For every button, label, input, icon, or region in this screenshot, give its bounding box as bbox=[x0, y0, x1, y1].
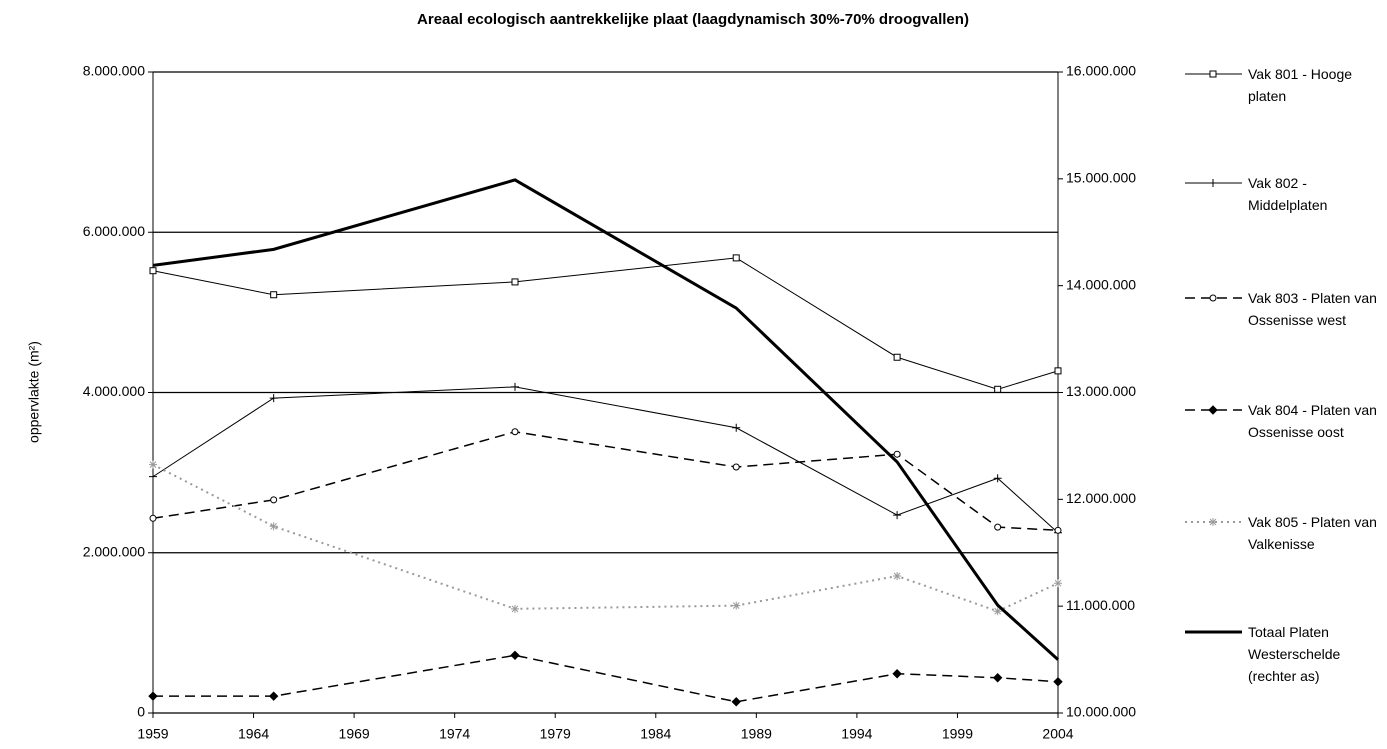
marker bbox=[269, 394, 278, 403]
legend-marker bbox=[1209, 294, 1217, 302]
x-tick-label: 2004 bbox=[1042, 726, 1073, 742]
marker bbox=[732, 601, 741, 610]
series-line bbox=[152, 257, 1059, 390]
marker bbox=[268, 691, 279, 701]
x-tick-label: 1964 bbox=[238, 726, 269, 742]
marker bbox=[511, 382, 519, 391]
y2-tick-label: 10.000.000 bbox=[1066, 704, 1136, 720]
legend-marker bbox=[1209, 179, 1217, 187]
marker bbox=[511, 428, 519, 436]
series-line bbox=[152, 430, 1059, 532]
x-tick-label: 1974 bbox=[439, 726, 470, 742]
legend-label: Vak 801 - Hooge platen bbox=[1248, 66, 1353, 104]
y2-tick-label: 11.000.000 bbox=[1066, 597, 1135, 613]
marker bbox=[148, 691, 158, 701]
marker bbox=[270, 496, 278, 504]
marker bbox=[1054, 526, 1062, 534]
marker bbox=[732, 254, 740, 262]
legend-label: Totaal Platen Westerschelde (rechter as) bbox=[1248, 624, 1341, 684]
marker bbox=[893, 571, 902, 580]
marker bbox=[732, 463, 740, 471]
legend-label: Vak 803 - Platen van Ossenisse west bbox=[1248, 290, 1377, 328]
legend-label: Vak 802 - Middelplaten bbox=[1248, 175, 1328, 213]
marker bbox=[149, 460, 157, 469]
y-tick-label: 6.000.000 bbox=[83, 223, 145, 239]
x-tick-label: 1999 bbox=[942, 726, 973, 742]
marker bbox=[892, 669, 902, 679]
chart-title: Areaal ecologisch aantrekkelijke plaat (… bbox=[417, 11, 969, 28]
series-line bbox=[153, 654, 1059, 703]
marker bbox=[1054, 579, 1062, 588]
legend-label: Vak 804 - Platen van Ossenisse oost bbox=[1248, 402, 1377, 440]
marker bbox=[1053, 677, 1063, 687]
marker bbox=[893, 353, 901, 361]
marker bbox=[511, 604, 519, 613]
x-tick-label: 1994 bbox=[841, 726, 872, 742]
y2-tick-label: 16.000.000 bbox=[1066, 63, 1136, 79]
series-line bbox=[152, 178, 1060, 661]
y-tick-label: 8.000.000 bbox=[83, 63, 145, 79]
marker bbox=[1054, 367, 1062, 375]
marker bbox=[149, 514, 157, 522]
y-axis-label: oppervlakte (m²) bbox=[26, 341, 42, 443]
legend-label: Vak 805 - Platen van Valkenisse bbox=[1248, 514, 1377, 552]
marker bbox=[149, 267, 157, 275]
marker bbox=[149, 472, 157, 481]
x-tick-label: 1959 bbox=[137, 726, 168, 742]
marker bbox=[269, 522, 278, 531]
legend-marker bbox=[1209, 518, 1217, 526]
x-tick-label: 1984 bbox=[640, 726, 671, 742]
marker bbox=[992, 673, 1003, 683]
marker bbox=[993, 607, 1002, 616]
y-tick-label: 4.000.000 bbox=[83, 383, 145, 399]
marker bbox=[893, 511, 902, 520]
marker bbox=[510, 650, 520, 661]
y2-tick-label: 13.000.000 bbox=[1066, 383, 1136, 399]
marker bbox=[731, 697, 741, 707]
x-tick-label: 1979 bbox=[540, 726, 571, 742]
marker bbox=[270, 291, 278, 299]
x-tick-label: 1989 bbox=[741, 726, 772, 742]
x-tick-label: 1969 bbox=[339, 726, 370, 742]
marker bbox=[993, 474, 1002, 483]
y2-tick-label: 14.000.000 bbox=[1066, 276, 1136, 292]
marker bbox=[994, 385, 1002, 393]
marker bbox=[511, 278, 519, 286]
legend-marker bbox=[1209, 70, 1217, 78]
marker bbox=[893, 450, 901, 458]
series-line bbox=[152, 386, 1059, 534]
legend-marker bbox=[1208, 405, 1218, 415]
y2-tick-label: 12.000.000 bbox=[1066, 490, 1136, 506]
series-line bbox=[152, 463, 1059, 613]
y-tick-label: 2.000.000 bbox=[83, 543, 145, 559]
marker bbox=[994, 523, 1002, 531]
y2-tick-label: 15.000.000 bbox=[1066, 170, 1136, 186]
marker bbox=[732, 423, 741, 432]
y-tick-label: 0 bbox=[137, 704, 145, 720]
